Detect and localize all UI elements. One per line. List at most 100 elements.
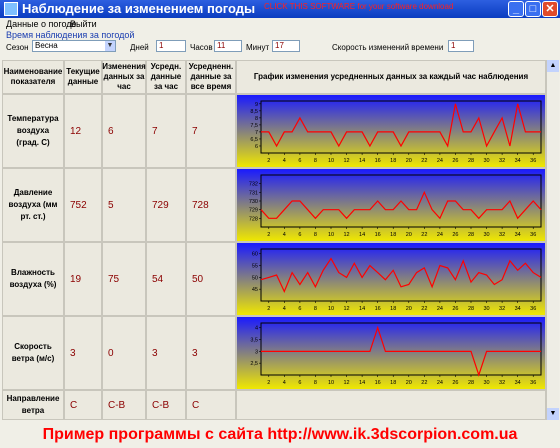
x-tick-label: 16 [375, 306, 381, 312]
x-tick-label: 6 [298, 306, 301, 312]
season-select[interactable]: Весна ▼ [32, 40, 116, 52]
minimize-button[interactable]: _ [508, 1, 524, 17]
header-change: Изменения данных за час [102, 60, 146, 94]
scroll-up-icon[interactable]: ▲ [547, 60, 559, 72]
x-tick-label: 20 [406, 380, 412, 386]
days-input[interactable]: 1 [156, 40, 186, 52]
hours-input[interactable]: 11 [214, 40, 242, 52]
series-line [260, 257, 542, 293]
x-tick-label: 24 [437, 306, 443, 312]
menu-weather-data[interactable]: Данные о погоде [6, 19, 77, 29]
x-tick-label: 14 [359, 232, 365, 238]
x-tick-label: 16 [375, 380, 381, 386]
season-label: Сезон [6, 43, 29, 52]
speed-input[interactable]: 1 [448, 40, 474, 52]
y-tick-label: 732 [249, 182, 258, 188]
x-tick-label: 14 [359, 380, 365, 386]
value-current: С [64, 390, 102, 420]
x-tick-label: 12 [343, 306, 349, 312]
x-tick-label: 32 [499, 380, 505, 386]
x-tick-label: 12 [343, 158, 349, 164]
x-tick-label: 10 [328, 158, 334, 164]
value-avg: 7 [146, 94, 186, 168]
x-tick-label: 34 [515, 380, 521, 386]
x-tick-label: 6 [298, 380, 301, 386]
chart-background [237, 95, 545, 167]
plot-frame [260, 248, 542, 302]
y-tick-label: 8 [255, 116, 258, 122]
header-avg-total: Усредненн. данные за все время [186, 60, 236, 94]
x-tick-label: 22 [421, 306, 427, 312]
value-avg: С-В [146, 390, 186, 420]
x-tick-label: 24 [437, 232, 443, 238]
menu-bar: Данные о погоде Выйти [0, 18, 560, 32]
y-tick-label: 45 [252, 287, 258, 293]
y-tick-label: 7,5 [250, 123, 258, 129]
x-tick-label: 32 [499, 232, 505, 238]
y-tick-label: 6 [255, 144, 258, 150]
footer-banner: Пример программы с сайта http://www.ik.3… [0, 422, 560, 448]
value-avg: 54 [146, 242, 186, 316]
minutes-label: Минут [246, 43, 270, 52]
x-tick-label: 18 [390, 158, 396, 164]
app-icon [4, 2, 18, 16]
wind-speed-chart: 2,533,542 4 6 8 10 12 14 16 18 20 22 24 26 28 30 32 34 36 [237, 317, 545, 389]
series-line [261, 103, 541, 148]
value-change: 6 [102, 94, 146, 168]
x-tick-label: 22 [421, 232, 427, 238]
value-change: 75 [102, 242, 146, 316]
x-tick-label: 8 [314, 306, 317, 312]
row-name-temperature: Температура воздуха (град. С) [2, 94, 64, 168]
x-tick-label: 36 [530, 158, 536, 164]
x-tick-label: 8 [314, 232, 317, 238]
y-tick-label: 60 [252, 252, 258, 258]
x-tick-label: 18 [390, 232, 396, 238]
x-tick-label: 32 [499, 306, 505, 312]
x-tick-label: 10 [328, 232, 334, 238]
header-current: Текущие данные [64, 60, 102, 94]
vertical-scrollbar[interactable]: ▲ ▼ [546, 60, 559, 420]
value-avg-total: 3 [186, 316, 236, 390]
graph-cell: 6 6,5 7 7,5 8 8,5 9 2 4 6 8 10 12 14 16 18 20 22 24 26 28 30 3… [236, 94, 546, 168]
value-avg-total: С [186, 390, 236, 420]
chart-background [237, 243, 545, 315]
x-tick-label: 30 [483, 306, 489, 312]
x-tick-label: 24 [437, 158, 443, 164]
x-tick-label: 14 [359, 306, 365, 312]
chevron-down-icon[interactable]: ▼ [105, 41, 115, 51]
chart-background [237, 317, 545, 389]
y-tick-label: 3,5 [250, 338, 258, 344]
y-tick-label: 6,5 [250, 137, 258, 143]
x-tick-label: 32 [499, 158, 505, 164]
x-tick-label: 30 [483, 232, 489, 238]
value-avg-total: 50 [186, 242, 236, 316]
graph-cell: 728 729 730 731 732 2 4 6 8 10 12 14 16 18 20 22 24 26 28 3… [236, 168, 546, 242]
x-tick-label: 28 [468, 306, 474, 312]
y-tick-label: 8,5 [250, 109, 258, 115]
x-tick-label: 10 [328, 306, 334, 312]
x-tick-label: 34 [515, 306, 521, 312]
menu-exit[interactable]: Выйти [70, 19, 97, 29]
x-tick-label: 4 [283, 306, 286, 312]
x-tick-label: 2 [267, 380, 270, 386]
maximize-button[interactable]: □ [525, 1, 541, 17]
x-tick-label: 8 [314, 158, 317, 164]
x-tick-label: 22 [421, 380, 427, 386]
data-grid: Наименование показателя Текущие данные И… [2, 60, 546, 420]
scroll-down-icon[interactable]: ▼ [547, 408, 559, 420]
value-current: 19 [64, 242, 102, 316]
value-change: С-В [102, 390, 146, 420]
value-change: 0 [102, 316, 146, 390]
plot-frame [260, 322, 542, 376]
speed-label: Скорость изменений времени [332, 43, 444, 52]
x-tick-label: 12 [343, 232, 349, 238]
y-tick-label: 731 [249, 190, 258, 196]
graph-cell-empty [236, 390, 546, 420]
x-tick-label: 10 [328, 380, 334, 386]
x-tick-label: 34 [515, 158, 521, 164]
close-button[interactable]: ✕ [542, 1, 558, 17]
title-bar[interactable]: Наблюдение за изменением погоды CLICK TH… [0, 0, 560, 18]
minutes-input[interactable]: 17 [272, 40, 300, 52]
x-tick-label: 28 [468, 232, 474, 238]
